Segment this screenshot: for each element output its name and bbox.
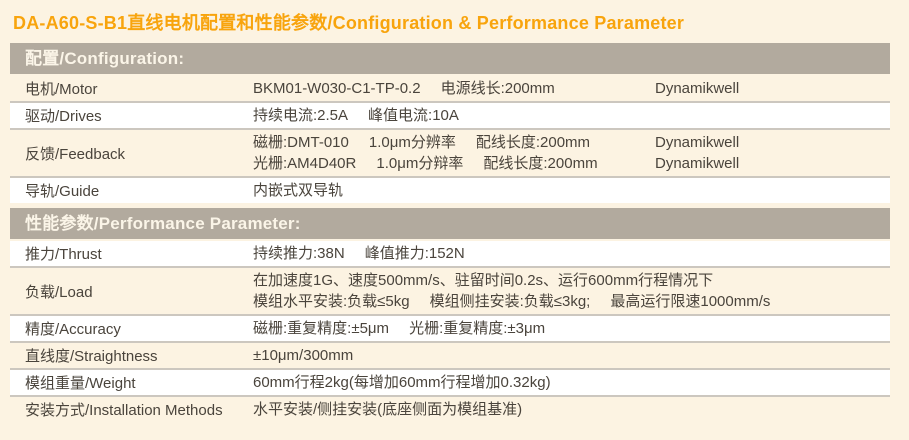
value-line: BKM01-W030-C1-TP-0.2 电源线长:200mm Dynamikwel… [253,78,890,99]
value-segment: 电源线长:200mm [440,80,555,97]
value-segment: 光栅:AM4D40R [253,155,357,172]
section-performance: 性能参数/Performance Parameter: 推力/Thrust 持续推力… [10,208,890,422]
value-line: ±10μm/300mm [253,345,890,366]
value-segment: 模组侧挂安装:负载≤3kg; [429,293,591,310]
row-value: 持续电流:2.5A 峰值电流:10A [253,103,890,128]
row-label: 导轨/Guide [25,183,100,200]
value-segment: 配线长度:200mm [475,134,591,151]
row-value: 在加速度1G、速度500mm/s、驻留时间0.2s、运行600mm行程情况下 模组… [253,268,890,314]
value-segment: 配线长度:200mm [483,155,598,172]
table-row: 精度/Accuracy 磁栅:重复精度:±5μm 光栅:重复精度:±3μm [10,316,890,343]
row-value: BKM01-W030-C1-TP-0.2 电源线长:200mm Dynamikwel… [253,76,890,101]
section-header: 配置/Configuration: [10,43,890,74]
value-segment: ±10μm/300mm [253,347,354,364]
value-segment: 磁栅:DMT-010 [253,134,349,151]
section-rows: 电机/Motor BKM01-W030-C1-TP-0.2 电源线长:200mm Dy… [10,76,890,203]
value-line: 模组水平安装:负载≤5kg 模组侧挂安装:负载≤3kg; 最高运行限速1000mm/… [253,291,890,312]
brand-name: Dynamikwell [655,134,740,151]
value-line: 持续推力:38N 峰值推力:152N [253,243,890,264]
value-line: 磁栅:DMT-010 1.0μm分辨率 配线长度:200mm Dynamikwell [253,132,890,153]
page-title: DA-A60-S-B1直线电机配置和性能参数/Configuration & P… [13,13,685,33]
value-segment: 内嵌式双导轨 [253,182,344,199]
value-line: 磁栅:重复精度:±5μm 光栅:重复精度:±3μm [253,318,890,339]
value-segment: 在加速度1G、速度500mm/s、驻留时间0.2s、运行600mm行程情况下 [253,272,714,289]
row-label: 反馈/Feedback [25,145,126,163]
value-segment: 磁栅:重复精度:±5μm [253,320,390,337]
table-row: 负载/Load 在加速度1G、速度500mm/s、驻留时间0.2s、运行600mm… [10,268,890,316]
table-row: 安装方式/Installation Methods 水平安装/侧挂安装(底座侧面为… [10,397,890,422]
value-line: 60mm行程2kg(每增加60mm行程增加0.32kg) [253,372,890,393]
value-line: 内嵌式双导轨 [253,180,890,201]
value-line: 在加速度1G、速度500mm/s、驻留时间0.2s、运行600mm行程情况下 [253,270,890,291]
table-row: 反馈/Feedback 磁栅:DMT-010 1.0μm分辨率 配线长度:200mm D… [10,130,890,178]
row-value: 内嵌式双导轨 [253,178,890,203]
row-label: 负载/Load [25,283,93,301]
row-label: 模组重量/Weight [25,375,136,392]
row-value: 水平安装/侧挂安装(底座侧面为模组基准) [253,397,890,422]
table-row: 推力/Thrust 持续推力:38N 峰值推力:152N [10,241,890,268]
section-rows: 推力/Thrust 持续推力:38N 峰值推力:152N 负载/Load 在加速度1G、… [10,241,890,422]
value-segment: 1.0μm分辩率 [376,155,464,172]
section-header: 性能参数/Performance Parameter: [10,208,890,239]
table-row: 模组重量/Weight 60mm行程2kg(每增加60mm行程增加0.32kg) [10,370,890,397]
value-line: 持续电流:2.5A 峰值电流:10A [253,105,890,126]
value-segment: 光栅:重复精度:±3μm [409,320,546,337]
row-label: 精度/Accuracy [25,321,121,338]
table-row: 直线度/Straightness ±10μm/300mm [10,343,890,370]
row-value: 60mm行程2kg(每增加60mm行程增加0.32kg) [253,370,890,395]
table-row: 导轨/Guide 内嵌式双导轨 [10,178,890,203]
row-value: 磁栅:重复精度:±5μm 光栅:重复精度:±3μm [253,316,890,341]
row-label: 推力/Thrust [25,246,102,263]
value-segment: 峰值电流:10A [368,107,459,124]
value-segment: 1.0μm分辨率 [368,134,456,151]
table-row: 电机/Motor BKM01-W030-C1-TP-0.2 电源线长:200mm Dy… [10,76,890,103]
brand-name: Dynamikwell [655,155,740,172]
row-label: 安装方式/Installation Methods [25,402,223,419]
row-value: 磁栅:DMT-010 1.0μm分辨率 配线长度:200mm Dynamikwell 光… [253,130,890,176]
row-label: 直线度/Straightness [25,348,158,365]
table-row: 驱动/Drives 持续电流:2.5A 峰值电流:10A [10,103,890,130]
value-segment: 峰值推力:152N [364,245,465,262]
value-segment: 模组水平安装:负载≤5kg [253,293,410,310]
value-segment: 60mm行程2kg(每增加60mm行程增加0.32kg) [253,374,551,391]
row-label: 驱动/Drives [25,108,102,125]
value-line: 水平安装/侧挂安装(底座侧面为模组基准) [253,399,890,420]
value-segment: BKM01-W030-C1-TP-0.2 [253,80,421,97]
brand-name: Dynamikwell [655,80,740,97]
value-segment: 水平安装/侧挂安装(底座侧面为模组基准) [253,401,523,418]
row-label: 电机/Motor [25,81,98,98]
spec-table: 配置/Configuration: 电机/Motor BKM01-W030-C1-T… [10,43,890,422]
value-segment: 持续电流:2.5A [253,107,349,124]
value-line: 光栅:AM4D40R 1.0μm分辩率 配线长度:200mm Dynamikwell [253,153,890,174]
value-segment: 持续推力:38N [253,245,345,262]
row-value: 持续推力:38N 峰值推力:152N [253,241,890,266]
section-configuration: 配置/Configuration: 电机/Motor BKM01-W030-C1-T… [10,43,890,203]
row-value: ±10μm/300mm [253,343,890,368]
value-segment: 最高运行限速1000mm/s [610,293,771,310]
